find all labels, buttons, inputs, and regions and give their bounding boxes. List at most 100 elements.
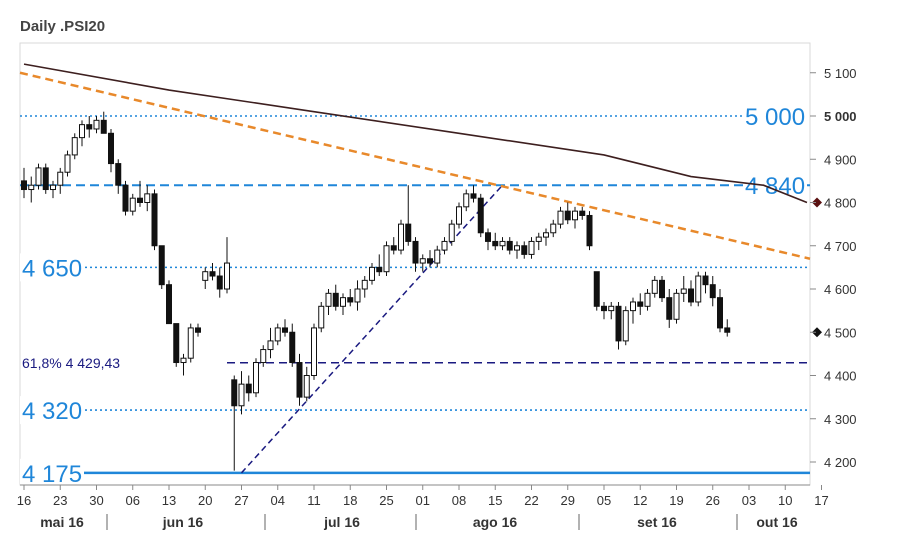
candle [282, 319, 288, 337]
candle [340, 293, 346, 315]
candle-body-up [274, 327, 281, 342]
candle-body-down [137, 197, 143, 204]
candle [137, 180, 143, 207]
level-label: 4 320 [22, 398, 82, 425]
candle [209, 263, 216, 281]
candle [64, 150, 71, 177]
level-label-bg [743, 102, 807, 130]
candle [615, 301, 622, 350]
x-tick-label: 03 [742, 493, 756, 508]
candle-body-down [332, 292, 339, 307]
x-tick-label: 25 [379, 493, 393, 508]
candle [390, 237, 397, 255]
candle [456, 202, 462, 229]
candle-body-down [42, 167, 49, 191]
candle [71, 133, 78, 160]
candle [572, 206, 578, 229]
candle-body-up [630, 301, 636, 312]
candle-body-up [608, 305, 615, 312]
candle-body-down [173, 323, 180, 364]
month-label: jun 16 [162, 514, 204, 530]
candle [470, 185, 477, 203]
candle [173, 323, 180, 367]
x-tick-label: 10 [778, 493, 792, 508]
candle-body-down [296, 362, 303, 398]
fib-label: 61,8% 4 429,43 [22, 355, 120, 371]
candle [499, 237, 506, 251]
candle [448, 219, 455, 246]
candle-body-down [86, 124, 93, 130]
y-tick-label: 4 800 [824, 196, 857, 211]
candle [717, 289, 723, 333]
candle [144, 185, 151, 212]
candle-body-down [216, 275, 223, 290]
candle [550, 219, 557, 238]
price-marker-icon [812, 327, 822, 338]
candle-body-down [564, 210, 571, 221]
candle [383, 241, 390, 277]
candle-body-up [71, 137, 78, 156]
candle-body-up [354, 288, 361, 303]
candle-body-up [543, 232, 549, 238]
candle [311, 323, 317, 380]
month-label: ago 16 [473, 514, 518, 530]
candle-body-up [369, 266, 375, 281]
price-marker-icon [812, 197, 822, 208]
candle [586, 211, 593, 251]
candle-body-down [347, 297, 354, 303]
candle [35, 163, 42, 190]
candle-body-up [383, 245, 390, 273]
candle-body-down [108, 132, 114, 165]
candle [28, 176, 35, 203]
candle-body-down [506, 240, 513, 251]
candle [666, 289, 673, 328]
candle [260, 345, 267, 367]
candle-body-up [187, 327, 194, 359]
candle-body-up [64, 154, 71, 173]
support-trendline [240, 184, 504, 474]
candle [521, 241, 528, 259]
candle-body-down [245, 383, 252, 394]
candle [506, 237, 513, 255]
candle [630, 297, 636, 324]
candle [21, 167, 27, 199]
chart-title: Daily .PSI20 [20, 18, 106, 35]
candle [477, 193, 484, 238]
candle [325, 289, 332, 315]
level-label-bg [20, 396, 84, 425]
candle-body-up [180, 357, 187, 364]
candle-body-down [195, 327, 201, 333]
candle [158, 245, 165, 289]
y-tick-label: 4 600 [824, 282, 857, 297]
candle [419, 254, 426, 272]
candle-body-down [158, 245, 165, 286]
candle [332, 284, 339, 311]
candle [376, 254, 383, 277]
candle [180, 353, 187, 376]
candle-body-down [593, 271, 600, 307]
candle-body-down [427, 258, 433, 264]
candle-body-up [673, 292, 680, 320]
candle [57, 167, 64, 194]
candle [398, 219, 404, 255]
candle-body-down [151, 193, 158, 247]
candle-body-down [21, 180, 27, 191]
candle-body-down [485, 232, 491, 242]
candle [543, 228, 549, 246]
candle [637, 293, 644, 315]
candle [485, 228, 491, 251]
candle [579, 206, 586, 220]
candle-body-up [644, 292, 651, 307]
candle [651, 276, 658, 298]
x-tick-label: 11 [307, 493, 321, 508]
candle [347, 289, 354, 307]
candle [79, 120, 85, 147]
candle-body-down [282, 327, 288, 333]
candle [354, 280, 361, 311]
level-label-bg [743, 171, 807, 200]
candle-body-down [601, 305, 607, 312]
candle-body-up [50, 184, 56, 191]
candle [303, 366, 310, 402]
y-tick-label: 4 400 [824, 369, 857, 384]
